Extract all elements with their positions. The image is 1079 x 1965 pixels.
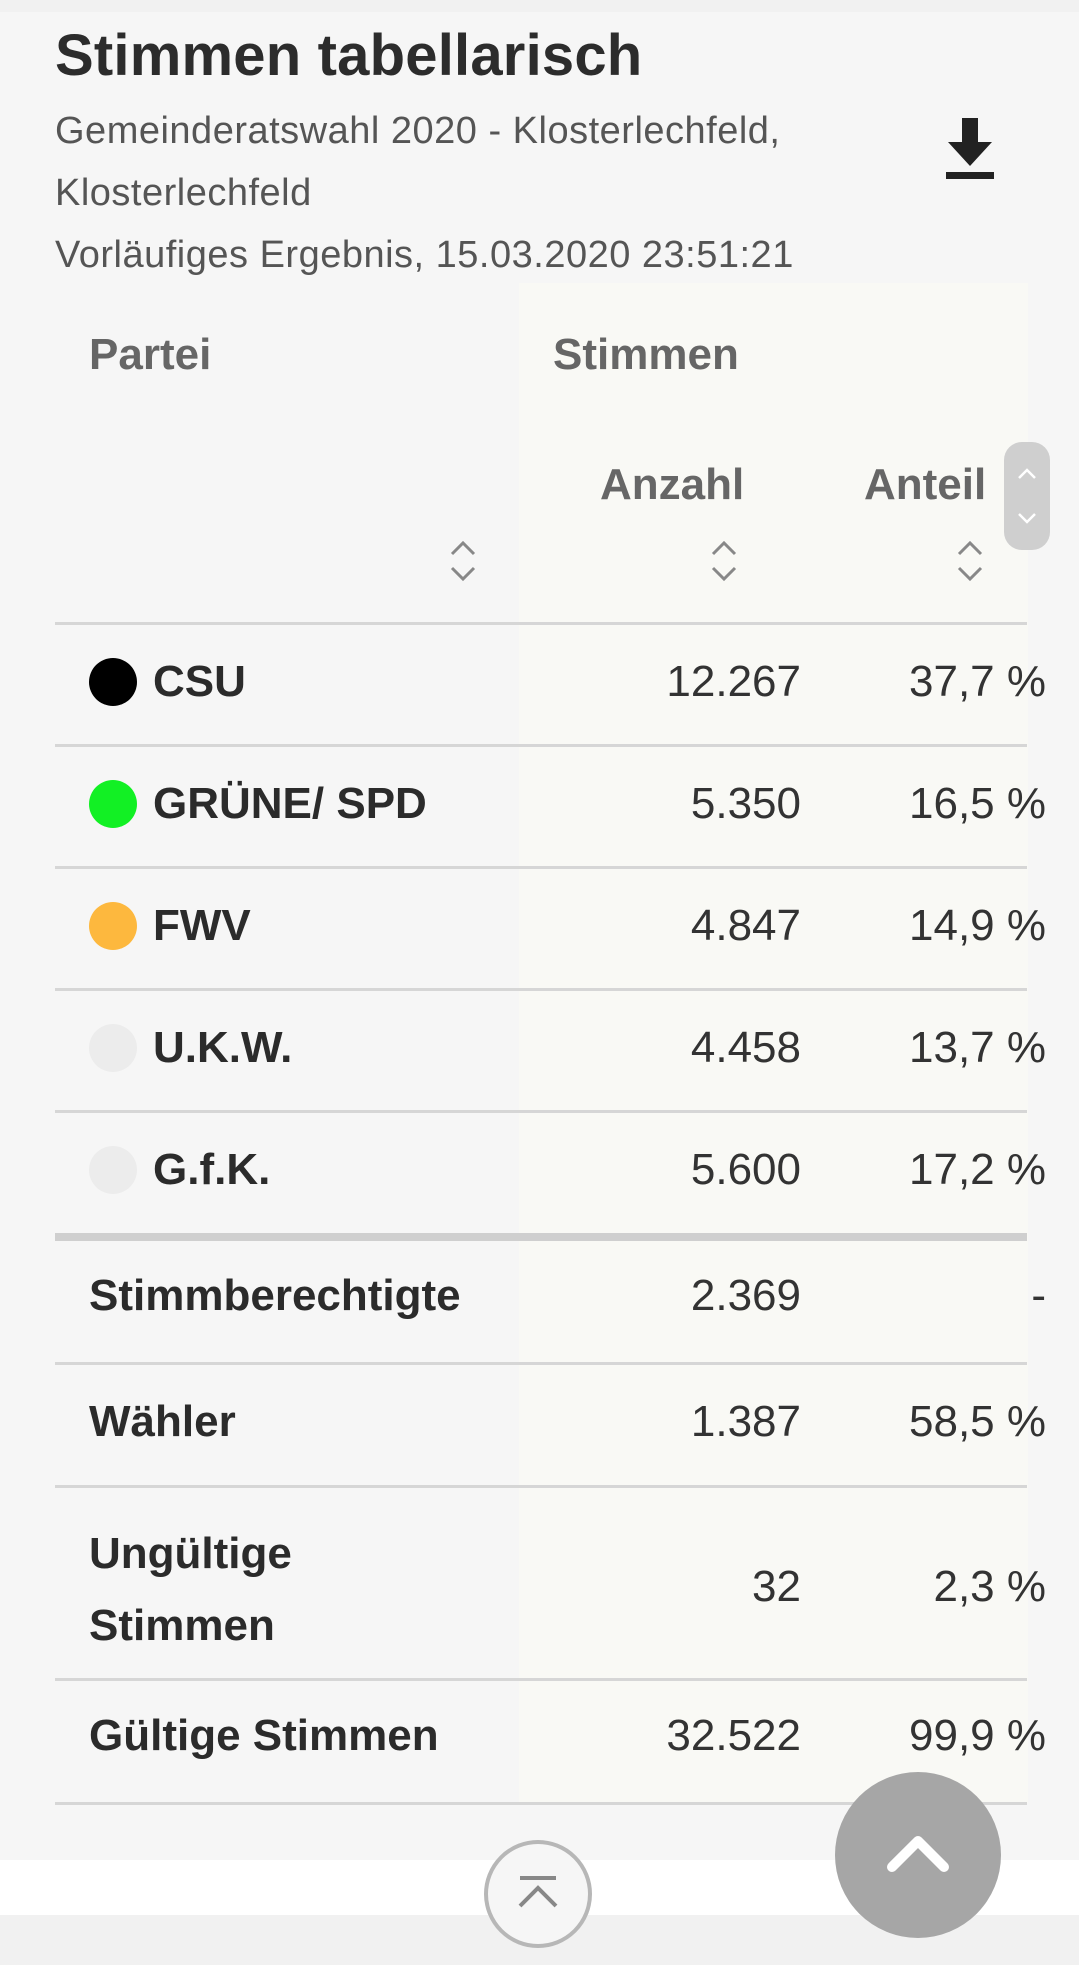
party-color-dot — [89, 1024, 137, 1072]
vote-count: 1.387 — [690, 1397, 801, 1446]
vote-share: - — [1031, 1271, 1046, 1320]
vote-share: 99,9 % — [909, 1711, 1046, 1760]
table-bottom-border — [55, 1802, 1027, 1805]
vote-count: 5.350 — [690, 779, 801, 828]
vote-count: 4.847 — [690, 901, 801, 950]
table-row: Ungültige Stimmen 32 2,3 % — [55, 1485, 1046, 1678]
party-name: U.K.W. — [153, 1023, 293, 1072]
subtitle-line-1: Gemeinderatswahl 2020 - Klosterlechfeld, — [55, 110, 781, 152]
stimmen-column-background — [519, 283, 1028, 1803]
summary-label-line-2: Stimmen — [89, 1601, 275, 1650]
table-row: U.K.W. 4.458 13,7 % — [55, 988, 1046, 1111]
table-row: Stimmberechtigte 2.369 - — [55, 1233, 1046, 1366]
horizontal-scroll-handle[interactable] — [1004, 442, 1050, 550]
summary-label-line-1: Ungültige — [89, 1529, 292, 1578]
subtitle-line-2: Klosterlechfeld — [55, 172, 312, 214]
table-row: G.f.K. 5.600 17,2 % — [55, 1110, 1046, 1233]
table-row: CSU 12.267 37,7 % — [55, 622, 1046, 745]
vote-count: 32.522 — [666, 1711, 801, 1760]
vote-count: 5.600 — [690, 1145, 801, 1194]
page-title: Stimmen tabellarisch — [55, 23, 643, 88]
party-name: G.f.K. — [153, 1145, 271, 1194]
vote-share: 58,5 % — [909, 1397, 1046, 1446]
vote-count: 32 — [752, 1562, 801, 1611]
column-header-anteil[interactable]: Anteil — [864, 460, 987, 509]
column-header-anzahl[interactable]: Anzahl — [600, 460, 745, 509]
table-row: GRÜNE/ SPD 5.350 16,5 % — [55, 744, 1046, 867]
vote-count: 12.267 — [666, 657, 801, 706]
arrow-to-top-icon[interactable] — [484, 1840, 592, 1948]
party-color-dot — [89, 658, 137, 706]
sort-anzahl-icon[interactable] — [709, 538, 739, 584]
result-status: Vorläufiges Ergebnis, 15.03.2020 23:51:2… — [55, 234, 794, 276]
summary-label: Stimmberechtigte — [89, 1271, 461, 1320]
table-row: Wähler 1.387 58,5 % — [55, 1362, 1046, 1485]
column-header-stimmen: Stimmen — [553, 330, 739, 379]
summary-label: Gültige Stimmen — [89, 1711, 439, 1760]
vote-share: 17,2 % — [909, 1145, 1046, 1194]
vote-share: 37,7 % — [909, 657, 1046, 706]
vote-share: 13,7 % — [909, 1023, 1046, 1072]
chevron-up-icon[interactable] — [835, 1772, 1001, 1938]
party-color-dot — [89, 1146, 137, 1194]
summary-label: Ungültige Stimmen — [89, 1518, 292, 1662]
party-name: CSU — [153, 657, 246, 706]
election-subtitle: Gemeinderatswahl 2020 - Klosterlechfeld,… — [55, 100, 875, 286]
download-icon[interactable] — [940, 110, 1000, 186]
table-row: Gültige Stimmen 32.522 99,9 % — [55, 1678, 1046, 1805]
sort-partei-icon[interactable] — [448, 538, 478, 584]
vote-share: 16,5 % — [909, 779, 1046, 828]
party-color-dot — [89, 780, 137, 828]
vote-share: 14,9 % — [909, 901, 1046, 950]
vote-share: 2,3 % — [933, 1562, 1046, 1611]
table-row: FWV 4.847 14,9 % — [55, 866, 1046, 989]
column-header-partei: Partei — [89, 330, 212, 379]
party-color-dot — [89, 902, 137, 950]
vote-count: 2.369 — [690, 1271, 801, 1320]
vote-count: 4.458 — [690, 1023, 801, 1072]
summary-label: Wähler — [89, 1397, 236, 1446]
party-name: FWV — [153, 901, 251, 950]
party-name: GRÜNE/ SPD — [153, 779, 427, 828]
sort-anteil-icon[interactable] — [955, 538, 985, 584]
